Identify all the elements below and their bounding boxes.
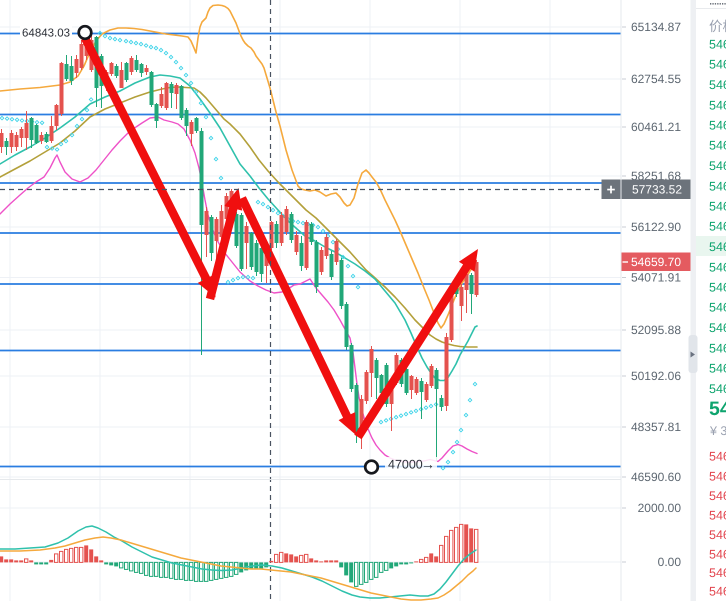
svg-text:47000: 47000	[388, 458, 423, 472]
svg-text:546: 546	[709, 300, 726, 314]
svg-text:546: 546	[709, 547, 726, 561]
svg-text:546: 546	[709, 199, 726, 213]
svg-text:546: 546	[709, 219, 726, 233]
svg-text:546: 546	[709, 341, 726, 355]
svg-text:546: 546	[709, 240, 726, 254]
svg-text:48357.81: 48357.81	[631, 420, 681, 434]
svg-text:546: 546	[709, 159, 726, 173]
svg-text:546: 546	[709, 118, 726, 132]
svg-text:价格: 价格	[709, 19, 726, 34]
svg-text:50192.06: 50192.06	[631, 369, 681, 383]
svg-text:546: 546	[709, 489, 726, 503]
svg-text:+: +	[607, 182, 616, 199]
svg-text:2000.00: 2000.00	[638, 501, 682, 515]
svg-text:546: 546	[709, 57, 726, 71]
svg-text:546: 546	[709, 566, 726, 580]
svg-text:52095.88: 52095.88	[631, 323, 681, 337]
svg-text:54659.70: 54659.70	[631, 255, 681, 269]
svg-text:64843.03: 64843.03	[22, 28, 70, 40]
svg-text:546: 546	[709, 98, 726, 112]
svg-text:54071.91: 54071.91	[631, 271, 681, 285]
svg-text:65134.87: 65134.87	[631, 20, 681, 34]
svg-text:546: 546	[709, 321, 726, 335]
svg-text:546: 546	[709, 382, 726, 396]
svg-text:57733.52: 57733.52	[632, 183, 682, 197]
svg-text:56122.90: 56122.90	[631, 220, 681, 234]
svg-text:546: 546	[709, 37, 726, 51]
svg-text:546: 546	[709, 584, 726, 598]
svg-text:546: 546	[709, 138, 726, 152]
svg-text:→: →	[421, 456, 435, 472]
svg-text:546: 546	[709, 528, 726, 542]
svg-text:54: 54	[709, 398, 726, 420]
svg-text:546: 546	[709, 361, 726, 375]
svg-text:546: 546	[709, 508, 726, 522]
svg-text:546: 546	[709, 449, 726, 463]
svg-text:60461.21: 60461.21	[631, 120, 681, 134]
svg-text:546: 546	[709, 260, 726, 274]
svg-text:62754.55: 62754.55	[631, 72, 681, 86]
svg-text:546: 546	[709, 469, 726, 483]
svg-text:546: 546	[709, 78, 726, 92]
svg-text:0.00: 0.00	[658, 555, 682, 569]
svg-text:¥ 3: ¥ 3	[709, 424, 726, 438]
svg-text:546: 546	[709, 280, 726, 294]
svg-text:46590.60: 46590.60	[631, 470, 681, 484]
svg-text:546: 546	[709, 179, 726, 193]
